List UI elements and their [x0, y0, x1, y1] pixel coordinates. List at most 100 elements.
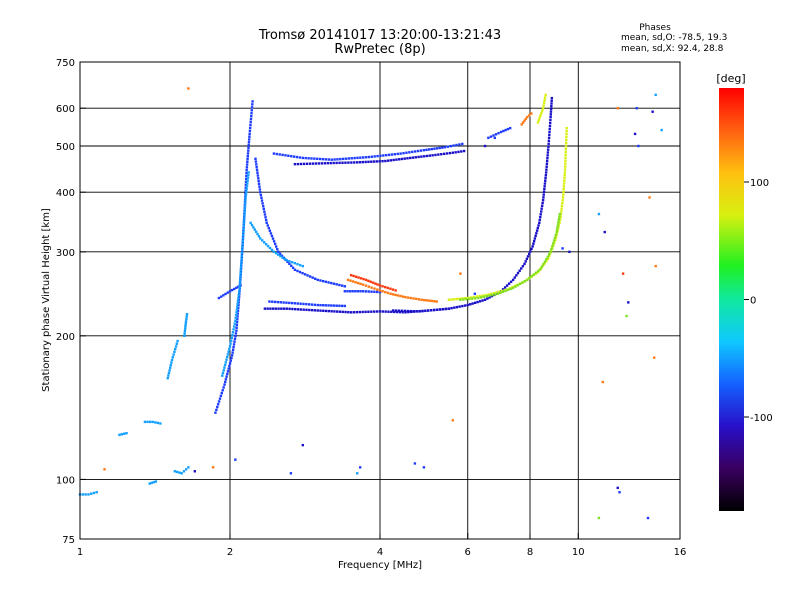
echo-point	[378, 160, 381, 163]
echo-point	[461, 142, 464, 146]
echo-point	[554, 235, 558, 239]
echo-point	[248, 126, 252, 130]
echo-point	[301, 264, 305, 268]
echo-point	[347, 310, 350, 314]
echo-point	[245, 187, 248, 191]
echo-point	[233, 322, 236, 325]
echo-point	[245, 171, 248, 175]
echo-point	[228, 362, 232, 365]
echo-point	[447, 307, 451, 310]
echo-point	[239, 271, 242, 275]
echo-point	[389, 159, 393, 162]
chart-subtitle: RwPretec (8p)	[334, 42, 426, 57]
echo-point	[236, 315, 239, 318]
echo-point	[346, 278, 350, 282]
echo-point	[564, 153, 567, 157]
echo-point	[316, 303, 319, 307]
echo-point	[395, 158, 398, 161]
echo-point	[412, 297, 415, 300]
echo-point	[271, 307, 275, 310]
echo-point	[310, 308, 314, 312]
echo-point	[340, 304, 344, 308]
echo-point	[373, 290, 376, 294]
echo-point	[367, 285, 370, 288]
x-tick-label: 8	[527, 547, 533, 558]
echo-point	[234, 332, 238, 335]
echo-point	[545, 159, 549, 163]
echo-point	[332, 161, 335, 165]
scatter-point	[652, 356, 656, 359]
echo-point	[428, 299, 431, 302]
echo-point	[428, 154, 431, 157]
echo-point	[484, 293, 487, 297]
echo-point	[176, 339, 179, 343]
echo-point	[359, 156, 362, 159]
echo-point	[118, 433, 121, 437]
echo-point	[324, 304, 328, 307]
echo-point	[539, 213, 542, 216]
echo-point	[221, 371, 225, 375]
echo-point	[506, 127, 510, 131]
echo-point	[427, 309, 430, 312]
echo-point	[446, 145, 450, 148]
echo-point	[260, 239, 264, 242]
echo-point	[552, 239, 556, 242]
echo-point	[523, 280, 527, 283]
echo-point	[396, 152, 399, 156]
echo-point	[450, 306, 453, 310]
echo-point	[361, 156, 365, 159]
echo-point	[240, 248, 244, 252]
echo-point	[291, 266, 295, 270]
echo-point	[183, 332, 186, 335]
echo-point	[430, 299, 433, 303]
echo-point	[275, 152, 279, 156]
echo-point	[239, 268, 243, 272]
echo-point	[277, 253, 280, 256]
echo-point	[545, 162, 549, 166]
x-tick-label: 10	[572, 547, 585, 558]
echo-point	[263, 213, 267, 216]
echo-point	[272, 240, 276, 243]
echo-point	[257, 177, 260, 180]
echo-point	[521, 281, 524, 284]
echo-point	[359, 290, 362, 293]
echo-point	[246, 182, 249, 185]
echo-point	[271, 237, 275, 240]
echo-point	[170, 358, 174, 362]
echo-point	[367, 160, 370, 164]
echo-point	[359, 277, 363, 280]
echo-point	[235, 308, 239, 311]
echo-point	[262, 241, 266, 244]
scatter-point	[355, 472, 359, 475]
echo-point	[414, 156, 418, 159]
echo-point	[183, 329, 187, 333]
echo-point	[296, 308, 300, 311]
y-tick-label: 600	[56, 104, 75, 115]
echo-point	[529, 250, 532, 253]
echo-point	[382, 154, 385, 157]
echo-point	[262, 207, 265, 211]
echo-point	[257, 235, 261, 238]
echo-point	[450, 298, 453, 301]
echo-point	[222, 386, 225, 389]
echo-point	[487, 136, 490, 140]
y-tick-label: 75	[62, 535, 75, 546]
echo-point	[564, 147, 568, 151]
echo-point	[245, 190, 248, 194]
scatter-point	[618, 491, 621, 494]
echo-point	[229, 339, 233, 342]
echo-point	[461, 304, 464, 308]
echo-point	[125, 431, 128, 435]
echo-point	[359, 282, 362, 286]
echo-point	[120, 433, 124, 436]
echo-point	[367, 155, 371, 159]
echo-point	[288, 307, 291, 311]
echo-point	[230, 354, 234, 357]
scatter-point	[451, 419, 455, 422]
echo-point	[314, 277, 317, 280]
echo-point	[538, 221, 541, 225]
y-axis-label: Stationary phase Virtual Height [km]	[41, 208, 52, 392]
echo-point	[272, 250, 276, 254]
echo-point	[246, 152, 250, 155]
echo-point	[545, 165, 548, 168]
